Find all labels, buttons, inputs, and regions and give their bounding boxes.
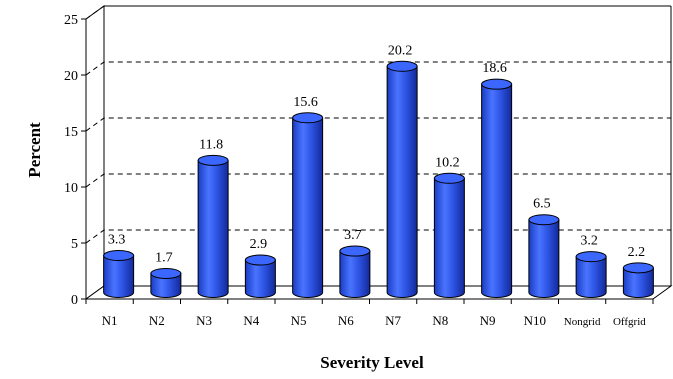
data-label: 20.2 (388, 43, 413, 58)
bar-body (197, 159, 229, 298)
gridline (85, 61, 671, 76)
data-label: 3.3 (108, 233, 126, 248)
x-tick-label: N4 (243, 313, 259, 328)
gridline (85, 5, 671, 20)
data-label: 3.7 (344, 228, 362, 243)
y-tick-label: 20 (64, 69, 78, 84)
data-label: 10.2 (435, 155, 460, 170)
x-tick-label: N3 (196, 313, 212, 328)
bar: 15.6 (292, 95, 324, 298)
x-tick-label: N2 (149, 313, 165, 328)
bar-top (386, 60, 418, 72)
bar-body (622, 267, 654, 298)
bar-body (433, 177, 465, 298)
x-tick-label: N1 (102, 313, 118, 328)
data-label: 11.8 (199, 137, 223, 152)
bar: 2.2 (622, 245, 654, 298)
bar-body (103, 255, 135, 298)
bar: 2.9 (244, 237, 276, 298)
x-axis: N1 N2 N3 N4 N5 N6 N7 N8 N9 N10 Nongrid Offgrid (85, 298, 654, 328)
bar-top (150, 267, 182, 279)
data-label: 6.5 (533, 197, 551, 212)
bar-body (244, 259, 276, 298)
gridline (85, 173, 671, 188)
bar-top (575, 251, 607, 263)
bar: 3.7 (339, 228, 371, 298)
bar-top (433, 172, 465, 184)
bar-top (481, 78, 513, 90)
bar-top (528, 214, 560, 226)
bar-body (481, 83, 513, 298)
data-label: 3.2 (580, 234, 598, 249)
bar-top (103, 250, 135, 262)
x-axis-title: Severity Level (320, 353, 424, 372)
bar-top (339, 245, 371, 257)
bar-body (386, 65, 418, 298)
y-axis: 0 5 10 15 20 25 (64, 13, 87, 308)
data-label: 15.6 (293, 95, 318, 110)
data-label: 1.7 (155, 250, 173, 265)
y-tick-label: 5 (71, 237, 78, 252)
bar: 18.6 (481, 61, 513, 298)
bar: 10.2 (433, 155, 465, 298)
gridlines (85, 5, 671, 244)
bar: 1.7 (150, 250, 182, 298)
bar: 3.2 (575, 234, 607, 298)
bar-top (292, 112, 324, 124)
x-tick-label: N10 (524, 313, 546, 328)
data-label: 2.2 (628, 245, 646, 260)
data-label: 18.6 (482, 61, 507, 76)
bars: 3.3 1.7 11.8 2.9 15.6 3.7 20.2 10.2 18.6 6.5 3.2 2.… (103, 43, 654, 298)
bar-body (150, 272, 182, 298)
bar: 6.5 (528, 197, 560, 298)
bar-top (622, 262, 654, 274)
x-tick-label: N6 (338, 313, 354, 328)
x-tick-label: N9 (480, 313, 496, 328)
bar-body (528, 219, 560, 298)
bar: 11.8 (197, 137, 229, 298)
bar-body (575, 256, 607, 298)
y-tick-label: 15 (64, 125, 78, 140)
y-axis-title: Percent (25, 122, 44, 178)
x-tick-label: N7 (385, 313, 401, 328)
gridline (85, 117, 671, 132)
y-tick-label: 0 (71, 293, 78, 308)
y-tick-label: 10 (64, 181, 78, 196)
side-wall (85, 5, 105, 300)
y-tick-label: 25 (64, 13, 78, 28)
x-tick-label: N5 (291, 313, 307, 328)
data-label: 2.9 (250, 237, 268, 252)
x-tick-label: Nongrid (564, 316, 601, 328)
bar-body (292, 117, 324, 298)
bar: 3.3 (103, 233, 135, 298)
bar-top (244, 254, 276, 266)
bar: 20.2 (386, 43, 418, 298)
x-tick-label: Offgrid (613, 316, 646, 328)
x-tick-label: N8 (432, 313, 448, 328)
bar-body (339, 250, 371, 298)
bar-top (197, 154, 229, 166)
